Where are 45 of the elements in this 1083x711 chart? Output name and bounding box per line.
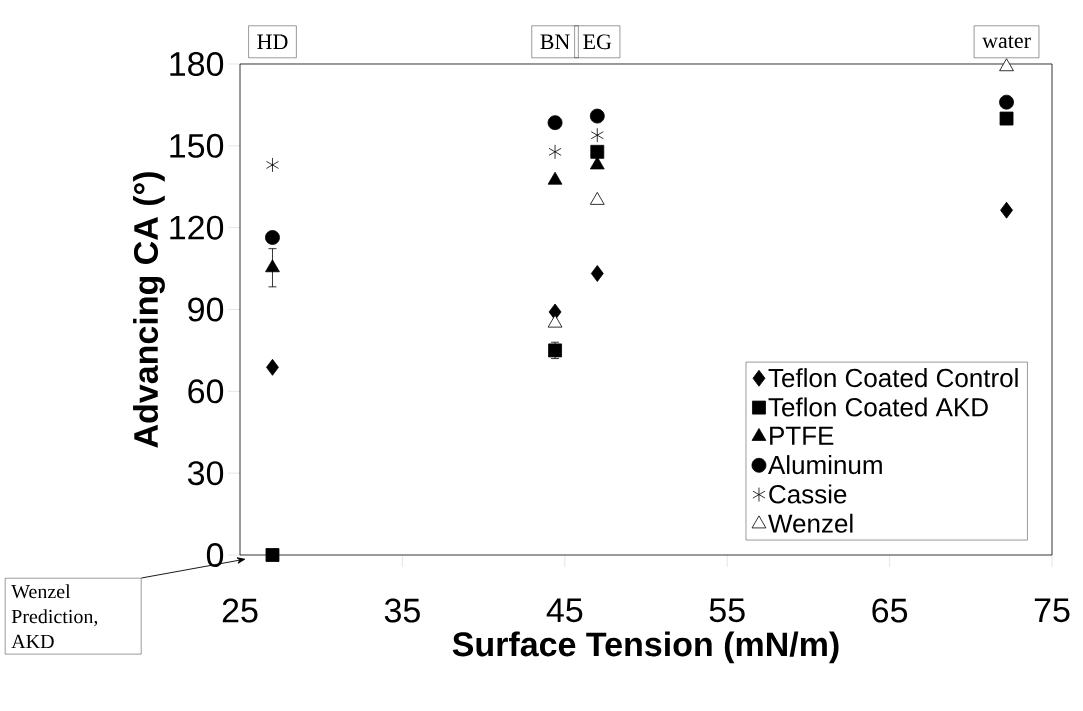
point	[265, 259, 280, 273]
y-tick-label: 30	[187, 461, 224, 486]
x-axis-title: Surface Tension (mN/m)	[452, 631, 839, 664]
point	[547, 171, 563, 185]
legend-label: Cassie	[769, 484, 847, 504]
legend-label: Aluminum	[768, 455, 882, 475]
point	[265, 548, 280, 562]
x-tick-label: 45	[546, 598, 583, 623]
x-tick-label: 65	[872, 598, 908, 623]
point	[265, 230, 280, 245]
y-tick-label: 150	[170, 133, 224, 158]
point	[266, 358, 279, 376]
y-tick-label: 90	[188, 297, 224, 322]
text: EG	[583, 34, 612, 50]
text: water	[982, 35, 1031, 49]
point	[999, 111, 1014, 126]
y-tick-label: 180	[170, 51, 224, 77]
point	[547, 115, 563, 131]
legend-label: Teflon Coated Control	[768, 368, 1018, 388]
point	[1000, 201, 1013, 219]
point	[589, 191, 605, 205]
point	[590, 144, 605, 159]
legend-label: Teflon Coated AKD	[768, 397, 988, 417]
legend-label: PTFE	[770, 426, 834, 445]
text: HD	[257, 34, 288, 50]
y-tick-label: 120	[170, 215, 224, 240]
point	[590, 265, 604, 282]
x-tick-label: 35	[384, 598, 420, 623]
y-axis-title: Advancing CA (°)	[133, 172, 165, 448]
point	[547, 314, 563, 328]
point	[589, 156, 605, 170]
text: Wenzel Prediction, AKD	[11, 584, 98, 649]
point	[999, 58, 1014, 72]
legend-label: Wenzel	[768, 513, 853, 533]
point	[590, 127, 604, 143]
x-tick-label: 55	[709, 598, 745, 623]
x-tick-label: 75	[1034, 598, 1070, 623]
point	[999, 94, 1014, 110]
point	[589, 108, 605, 124]
x-tick-label: 25	[222, 598, 258, 623]
text: BN	[540, 34, 570, 50]
y-tick-label: 0	[206, 542, 224, 568]
y-tick-label: 60	[188, 379, 224, 404]
point	[266, 157, 279, 173]
point	[548, 144, 562, 160]
